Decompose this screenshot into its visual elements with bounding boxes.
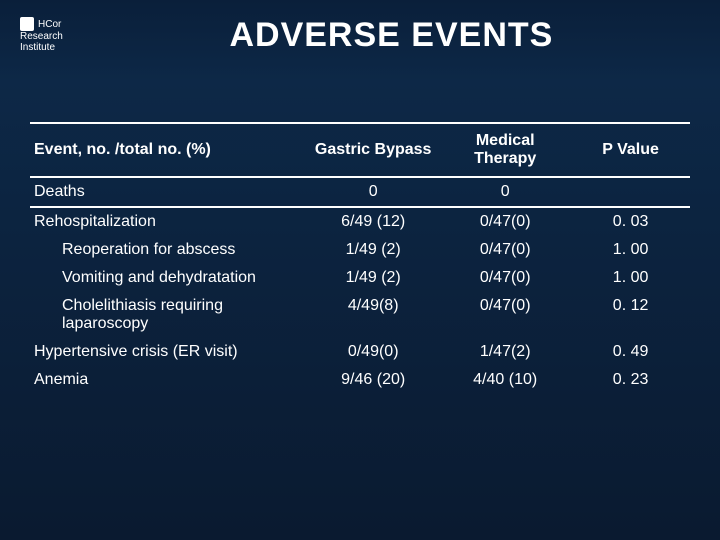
logo-mark: HCor (20, 17, 61, 31)
col-header-gastric: Gastric Bypass (307, 123, 439, 177)
cell-gastric: 0/49(0) (307, 338, 439, 366)
logo: HCor Research Institute (20, 17, 63, 53)
cell-pvalue: 0. 12 (571, 292, 690, 338)
cell-event: Rehospitalization (30, 207, 307, 236)
page-title: ADVERSE EVENTS (83, 16, 700, 55)
cell-event: Vomiting and dehydratation (30, 264, 307, 292)
cell-event: Reoperation for abscess (30, 236, 307, 264)
table-row: Hypertensive crisis (ER visit)0/49(0)1/4… (30, 338, 690, 366)
cell-medical: 0/47(0) (439, 236, 571, 264)
cell-gastric: 6/49 (12) (307, 207, 439, 236)
cell-medical: 0/47(0) (439, 264, 571, 292)
cell-gastric: 0 (307, 177, 439, 207)
cell-medical: 4/40 (10) (439, 366, 571, 394)
cell-medical: 0 (439, 177, 571, 207)
cell-medical: 0/47(0) (439, 207, 571, 236)
cell-medical: 0/47(0) (439, 292, 571, 338)
cell-event: Anemia (30, 366, 307, 394)
table-row: Reoperation for abscess1/49 (2)0/47(0)1.… (30, 236, 690, 264)
table-row: Anemia9/46 (20)4/40 (10)0. 23 (30, 366, 690, 394)
cell-pvalue (571, 177, 690, 207)
cell-event: Hypertensive crisis (ER visit) (30, 338, 307, 366)
table-row: Vomiting and dehydratation1/49 (2)0/47(0… (30, 264, 690, 292)
col-header-medical: Medical Therapy (439, 123, 571, 177)
cell-pvalue: 1. 00 (571, 264, 690, 292)
logo-icon (20, 17, 34, 31)
table-header-row: Event, no. /total no. (%) Gastric Bypass… (30, 123, 690, 177)
logo-sub1: Research (20, 31, 63, 42)
table-row: Cholelithiasis requiring laparoscopy4/49… (30, 292, 690, 338)
adverse-events-table: Event, no. /total no. (%) Gastric Bypass… (30, 122, 690, 394)
cell-gastric: 4/49(8) (307, 292, 439, 338)
cell-medical: 1/47(2) (439, 338, 571, 366)
cell-event: Cholelithiasis requiring laparoscopy (30, 292, 307, 338)
table-container: Event, no. /total no. (%) Gastric Bypass… (0, 62, 720, 394)
col-header-event: Event, no. /total no. (%) (30, 123, 307, 177)
cell-gastric: 1/49 (2) (307, 264, 439, 292)
table-row: Deaths00 (30, 177, 690, 207)
cell-gastric: 9/46 (20) (307, 366, 439, 394)
table-row: Rehospitalization6/49 (12)0/47(0)0. 03 (30, 207, 690, 236)
cell-event: Deaths (30, 177, 307, 207)
table-body: Deaths00Rehospitalization6/49 (12)0/47(0… (30, 177, 690, 394)
cell-pvalue: 0. 03 (571, 207, 690, 236)
header: HCor Research Institute ADVERSE EVENTS (0, 0, 720, 62)
logo-sub2: Institute (20, 42, 55, 53)
cell-pvalue: 0. 49 (571, 338, 690, 366)
cell-gastric: 1/49 (2) (307, 236, 439, 264)
cell-pvalue: 1. 00 (571, 236, 690, 264)
logo-brand: HCor (38, 19, 61, 30)
cell-pvalue: 0. 23 (571, 366, 690, 394)
col-header-pvalue: P Value (571, 123, 690, 177)
